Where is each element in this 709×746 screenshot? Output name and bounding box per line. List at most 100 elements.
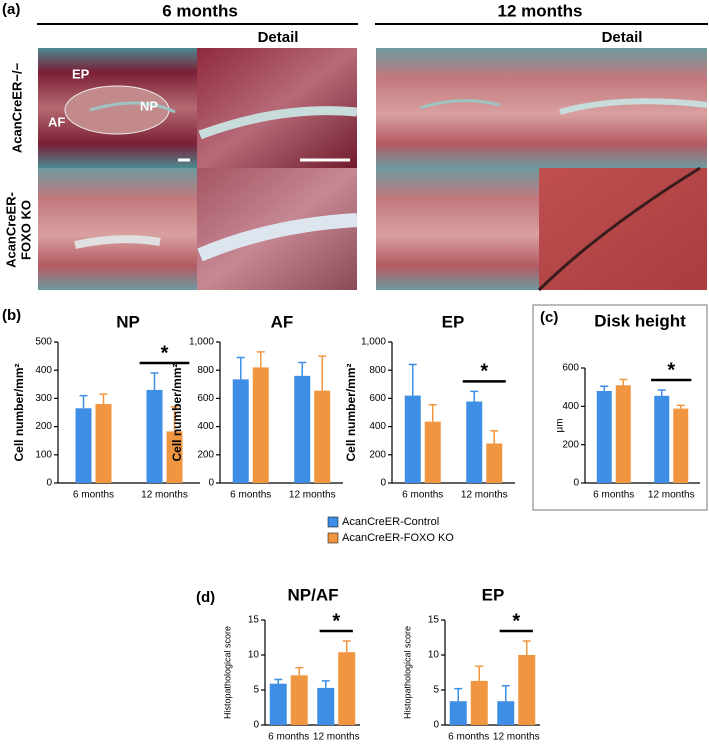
chart-title: AF bbox=[271, 312, 294, 331]
y-tick-label: 300 bbox=[35, 393, 52, 404]
error-bar bbox=[236, 356, 245, 380]
y-tick-label: 600 bbox=[562, 363, 579, 374]
y-tick-label: 1,000 bbox=[361, 337, 386, 348]
y-tick-label: 800 bbox=[369, 365, 386, 376]
x-tick-label: 12 months bbox=[493, 732, 540, 743]
error-bar bbox=[298, 361, 307, 376]
y-tick-label: 15 bbox=[248, 615, 260, 626]
x-tick-label: 6 months bbox=[448, 732, 489, 743]
bar bbox=[252, 367, 269, 483]
bar bbox=[615, 385, 631, 483]
y-tick-label: 1,000 bbox=[189, 337, 214, 348]
bar bbox=[314, 390, 331, 483]
bar bbox=[146, 389, 163, 483]
error-bar bbox=[619, 378, 628, 386]
panel-label: (d) bbox=[196, 589, 215, 606]
y-tick-label: 800 bbox=[197, 365, 214, 376]
y-tick-label: 600 bbox=[369, 393, 386, 404]
y-tick-label: 10 bbox=[428, 650, 440, 661]
column-title: 6 months bbox=[162, 1, 238, 20]
bar bbox=[95, 404, 112, 483]
y-tick-label: 400 bbox=[197, 421, 214, 432]
error-bar bbox=[274, 678, 283, 684]
error-bar bbox=[470, 390, 479, 402]
error-bar bbox=[321, 680, 330, 688]
y-axis-label: Cell number/mm² bbox=[170, 363, 184, 461]
y-tick-label: 200 bbox=[369, 449, 386, 460]
y-tick-label: 200 bbox=[562, 439, 579, 450]
y-tick-label: 5 bbox=[433, 685, 439, 696]
bar bbox=[166, 431, 183, 483]
column-title: 12 months bbox=[497, 1, 582, 20]
significance-marker: * bbox=[512, 610, 520, 632]
y-tick-label: 400 bbox=[35, 365, 52, 376]
x-tick-label: 12 months bbox=[461, 490, 508, 501]
error-bar bbox=[408, 363, 417, 396]
image-label: EP bbox=[72, 66, 90, 81]
y-tick-label: 200 bbox=[197, 449, 214, 460]
chart-title: Disk height bbox=[594, 311, 686, 330]
legend-swatch bbox=[327, 516, 339, 528]
bar bbox=[486, 443, 503, 483]
bar bbox=[466, 401, 483, 483]
y-tick-label: 5 bbox=[253, 685, 259, 696]
histology-images bbox=[37, 23, 708, 292]
y-tick-label: 0 bbox=[573, 478, 579, 489]
error-bar bbox=[676, 404, 685, 409]
bar bbox=[404, 395, 421, 483]
panel-label: (a) bbox=[2, 1, 20, 18]
error-bar bbox=[522, 640, 531, 655]
y-axis-label: µm bbox=[555, 418, 566, 432]
legend-label: AcanCreER-FOXO KO bbox=[342, 532, 454, 544]
error-bar bbox=[490, 430, 499, 444]
error-bar bbox=[501, 685, 510, 702]
x-tick-label: 6 months bbox=[402, 490, 443, 501]
bar bbox=[75, 408, 92, 483]
significance-marker: * bbox=[667, 359, 675, 381]
bar bbox=[290, 675, 308, 725]
bar bbox=[596, 391, 612, 483]
image-label: NP bbox=[140, 98, 158, 113]
bar bbox=[497, 701, 515, 725]
x-tick-label: 6 months bbox=[268, 732, 309, 743]
error-bar bbox=[79, 394, 88, 409]
row-label: AcanCreER−/− bbox=[9, 62, 24, 153]
y-tick-label: 0 bbox=[208, 478, 214, 489]
detail-label: Detail bbox=[258, 29, 299, 46]
significance-marker: * bbox=[161, 342, 169, 364]
bar bbox=[673, 408, 689, 483]
y-tick-label: 400 bbox=[369, 421, 386, 432]
bar bbox=[338, 652, 356, 725]
error-bar bbox=[256, 351, 265, 368]
bar bbox=[518, 655, 536, 725]
chart-title: NP bbox=[116, 312, 140, 331]
panel-label: (c) bbox=[540, 309, 558, 326]
x-tick-label: 12 months bbox=[289, 490, 336, 501]
bar bbox=[449, 701, 467, 725]
panel-c-frame bbox=[532, 304, 708, 511]
significance-marker: * bbox=[332, 610, 340, 632]
error-bar bbox=[600, 385, 609, 391]
bar bbox=[470, 680, 488, 725]
error-bar bbox=[428, 403, 437, 422]
panel-label: (b) bbox=[2, 307, 21, 324]
y-axis-label: Cell number/mm² bbox=[12, 363, 26, 461]
y-tick-label: 0 bbox=[380, 478, 386, 489]
y-tick-label: 15 bbox=[428, 615, 440, 626]
error-bar bbox=[342, 640, 351, 653]
error-bar bbox=[99, 393, 108, 405]
y-tick-label: 600 bbox=[197, 393, 214, 404]
error-bar bbox=[295, 666, 304, 676]
error-bar bbox=[150, 372, 159, 390]
x-tick-label: 12 months bbox=[648, 490, 695, 501]
x-tick-label: 12 months bbox=[313, 732, 360, 743]
y-tick-label: 10 bbox=[248, 650, 260, 661]
bar bbox=[424, 421, 441, 483]
error-bar bbox=[170, 406, 179, 432]
chart-title: NP/AF bbox=[288, 585, 339, 604]
error-bar bbox=[318, 355, 327, 391]
y-tick-label: 400 bbox=[562, 401, 579, 412]
chart-title: EP bbox=[482, 585, 505, 604]
error-bar bbox=[475, 665, 484, 681]
